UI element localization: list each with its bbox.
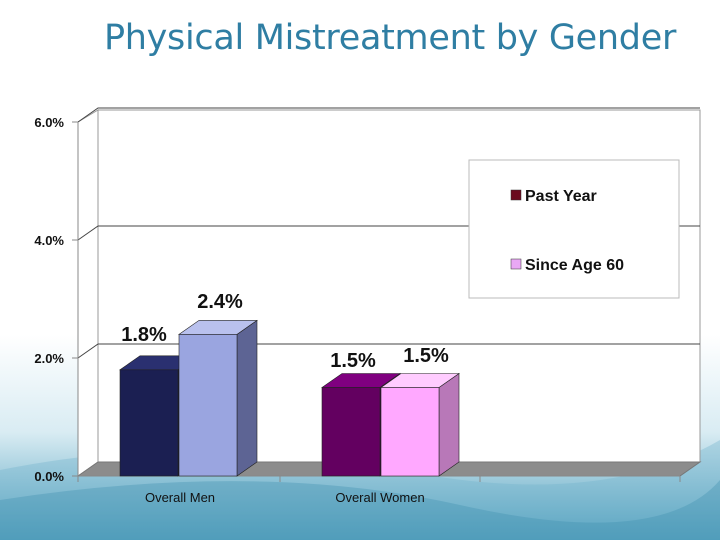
bar-front bbox=[119, 369, 179, 477]
slide-title: Physical Mistreatment by Gender bbox=[103, 18, 677, 58]
data-label: 1.8% bbox=[121, 324, 167, 346]
gridline bbox=[77, 343, 700, 359]
x-axis-labels: Overall Men Overall Women bbox=[145, 490, 425, 505]
data-label: 1.5% bbox=[330, 350, 376, 372]
data-label: 1.5% bbox=[403, 345, 449, 367]
y-tick-label: 4.0% bbox=[34, 233, 64, 248]
bar-front bbox=[380, 387, 440, 477]
legend-label-past-year: Past Year bbox=[525, 188, 597, 205]
legend-box bbox=[468, 159, 680, 299]
gridline bbox=[77, 107, 700, 123]
bar-overall-men-since-age-60 bbox=[178, 319, 258, 477]
bar-side bbox=[438, 372, 460, 477]
y-tick-label: 0.0% bbox=[34, 469, 64, 484]
legend-swatch-since-age-60 bbox=[510, 258, 522, 270]
bar-front bbox=[321, 387, 381, 477]
bar-front bbox=[178, 334, 238, 477]
legend: Past Year Since Age 60 bbox=[468, 159, 680, 299]
chart-left-wall bbox=[77, 109, 99, 477]
x-category-label: Overall Women bbox=[335, 490, 424, 505]
data-label: 2.4% bbox=[197, 291, 243, 313]
y-axis-ticks: 0.0% 2.0% 4.0% 6.0% bbox=[34, 115, 681, 484]
y-tick-label: 2.0% bbox=[34, 351, 64, 366]
legend-swatch-past-year bbox=[510, 189, 522, 201]
y-tick-label: 6.0% bbox=[34, 115, 64, 130]
bar-side bbox=[236, 319, 258, 477]
x-category-label: Overall Men bbox=[145, 490, 215, 505]
bars: 1.8% 2.4% 1.5% 1.5% bbox=[119, 291, 460, 477]
bar-overall-women-since-age-60 bbox=[380, 372, 460, 477]
legend-label-since-age-60: Since Age 60 bbox=[525, 257, 624, 274]
